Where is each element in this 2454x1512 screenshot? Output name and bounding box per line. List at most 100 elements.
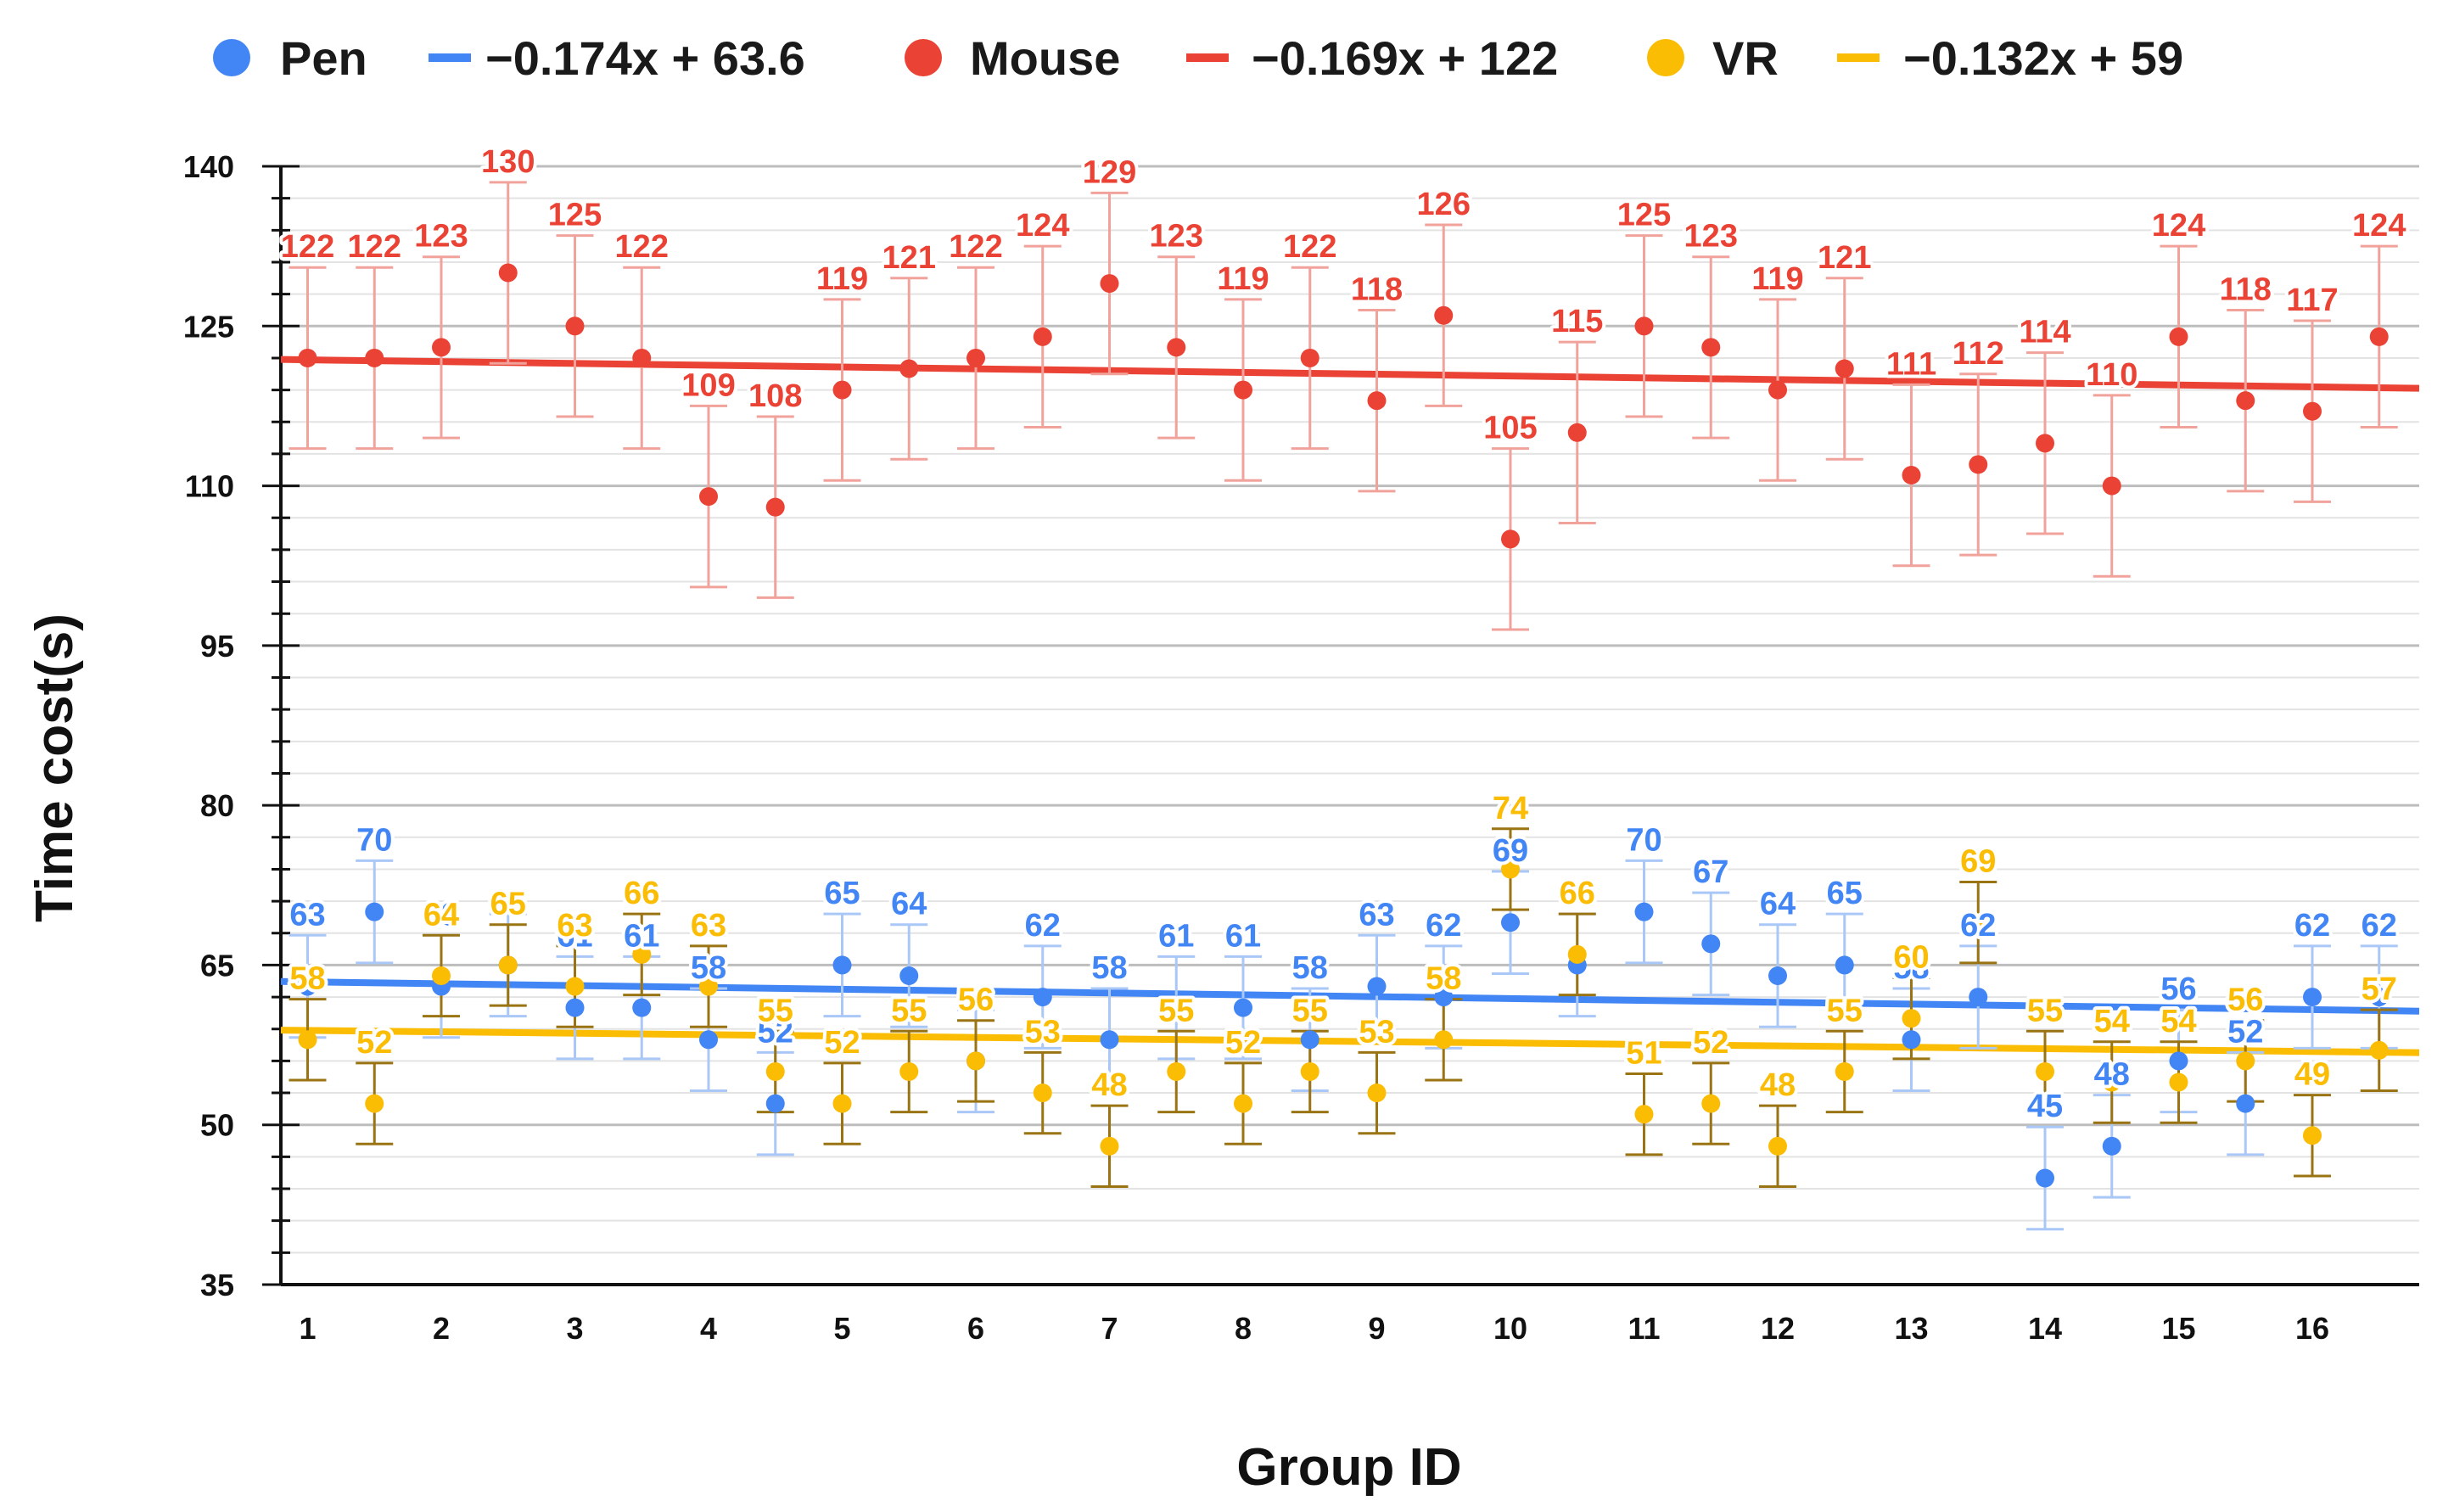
mouse-data-label: 124 (2352, 208, 2406, 244)
vr-data-label: 55 (758, 993, 793, 1028)
x-tick-label: 2 (433, 1311, 450, 1346)
pen-data-label: 67 (1693, 854, 1728, 890)
x-tick-label: 5 (833, 1311, 850, 1346)
mouse-data-label: 119 (1217, 261, 1269, 297)
pen-data-label: 64 (891, 887, 927, 922)
vr-data-label: 52 (1225, 1025, 1261, 1061)
mouse-point (2236, 391, 2255, 411)
legend-mouse-marker (905, 39, 942, 76)
mouse-point (2036, 434, 2054, 453)
vr-point (2303, 1126, 2322, 1145)
y-tick-label: 50 (200, 1108, 234, 1143)
mouse-data-label: 122 (1283, 229, 1336, 265)
mouse-point (432, 338, 451, 357)
vr-data-label: 69 (1960, 844, 1996, 880)
mouse-point (699, 487, 718, 507)
pen-point (1501, 913, 1520, 932)
vr-data-label: 49 (2294, 1057, 2330, 1093)
vr-data-label: 57 (2362, 972, 2397, 1007)
legend[interactable]: Pen −0.174x + 63.6 Mouse −0.169x + 122 V… (213, 31, 2183, 85)
pen-point (2036, 1168, 2054, 1188)
pen-point (1100, 1030, 1119, 1050)
pen-data-label: 58 (1091, 950, 1127, 986)
pen-data-label: 63 (289, 897, 325, 932)
vr-point (1434, 1030, 1454, 1050)
pen-point (1367, 977, 1387, 996)
vr-data-label: 48 (1760, 1067, 1796, 1103)
pen-data-label: 58 (1893, 950, 1929, 986)
pen-point (1701, 934, 1721, 954)
vr-point (2102, 1072, 2121, 1092)
vr-data-label: 54 (2094, 1004, 2130, 1039)
pen-point (832, 955, 852, 975)
vr-data-label: 55 (2027, 993, 2063, 1028)
pen-point (1033, 988, 1052, 1007)
vr-data-label: 51 (1626, 1035, 1661, 1071)
pen-point (1969, 988, 1988, 1007)
pen-point (365, 902, 384, 921)
mouse-data-label: 108 (748, 378, 802, 414)
vr-point (1634, 1105, 1654, 1124)
mouse-point (1902, 466, 1921, 485)
x-tick-label: 1 (299, 1311, 316, 1346)
vr-data-label: 63 (691, 908, 726, 944)
x-tick-label: 13 (1894, 1311, 1928, 1346)
pen-point (2236, 1094, 2255, 1113)
y-tick-label: 35 (200, 1268, 234, 1302)
y-axis-title: Time cost(s) (25, 613, 84, 922)
pen-point (1167, 998, 1186, 1017)
data-points (298, 263, 2389, 1188)
vr-data-label: 58 (1426, 961, 1461, 997)
y-tick-label: 65 (200, 948, 234, 983)
vr-data-label: 74 (1493, 791, 1528, 826)
vr-point (632, 944, 652, 964)
mouse-point (1167, 338, 1186, 357)
pen-data-label: 45 (2027, 1089, 2063, 1124)
vr-point (2169, 1072, 2188, 1092)
mouse-data-label: 110 (2086, 357, 2137, 393)
vr-point (1167, 1061, 1186, 1081)
vr-point (2036, 1061, 2054, 1081)
vr-point (498, 955, 518, 975)
pen-data-label: 58 (691, 950, 726, 986)
mouse-data-label: 124 (1016, 208, 1069, 244)
x-tick-label: 7 (1101, 1311, 1118, 1346)
x-axis-title: Group ID (1236, 1438, 1461, 1497)
vr-point (2236, 1051, 2255, 1071)
mouse-data-label: 126 (1417, 187, 1471, 222)
mouse-data-label: 122 (281, 229, 334, 265)
error-bars (289, 181, 2398, 1231)
trendlines (280, 356, 2420, 1056)
vr-data-label: 53 (1025, 1014, 1061, 1050)
pen-point (1835, 955, 1854, 975)
vr-data-label: 60 (1893, 939, 1929, 975)
pen-point (765, 1094, 785, 1113)
gridlines (281, 165, 2419, 1286)
mouse-point (1234, 380, 1252, 400)
mouse-point (966, 348, 985, 367)
pen-point (632, 998, 652, 1017)
mouse-point (1300, 348, 1319, 367)
mouse-data-label: 130 (481, 144, 535, 180)
x-tick-label: 3 (566, 1311, 583, 1346)
pen-point (699, 1030, 718, 1050)
mouse-data-label: 119 (1751, 261, 1803, 297)
vr-data-label: 52 (356, 1025, 392, 1061)
vr-point (1902, 1009, 1921, 1028)
x-tick-label: 11 (1628, 1311, 1660, 1346)
vr-point (1567, 944, 1587, 964)
y-tick-label: 95 (200, 629, 234, 664)
vr-data-label: 55 (1827, 993, 1863, 1028)
mouse-point (1100, 274, 1119, 294)
pen-data-label: 61 (1158, 918, 1194, 954)
mouse-point (565, 316, 585, 336)
vr-data-label: 48 (1091, 1067, 1127, 1103)
vr-point (1969, 913, 1988, 932)
mouse-point (1434, 305, 1454, 325)
y-tick-label: 80 (200, 788, 234, 823)
mouse-data-label: 125 (1617, 198, 1671, 233)
pen-point (1300, 1030, 1319, 1050)
mouse-point (2369, 327, 2389, 346)
x-tick-label: 8 (1235, 1311, 1252, 1346)
